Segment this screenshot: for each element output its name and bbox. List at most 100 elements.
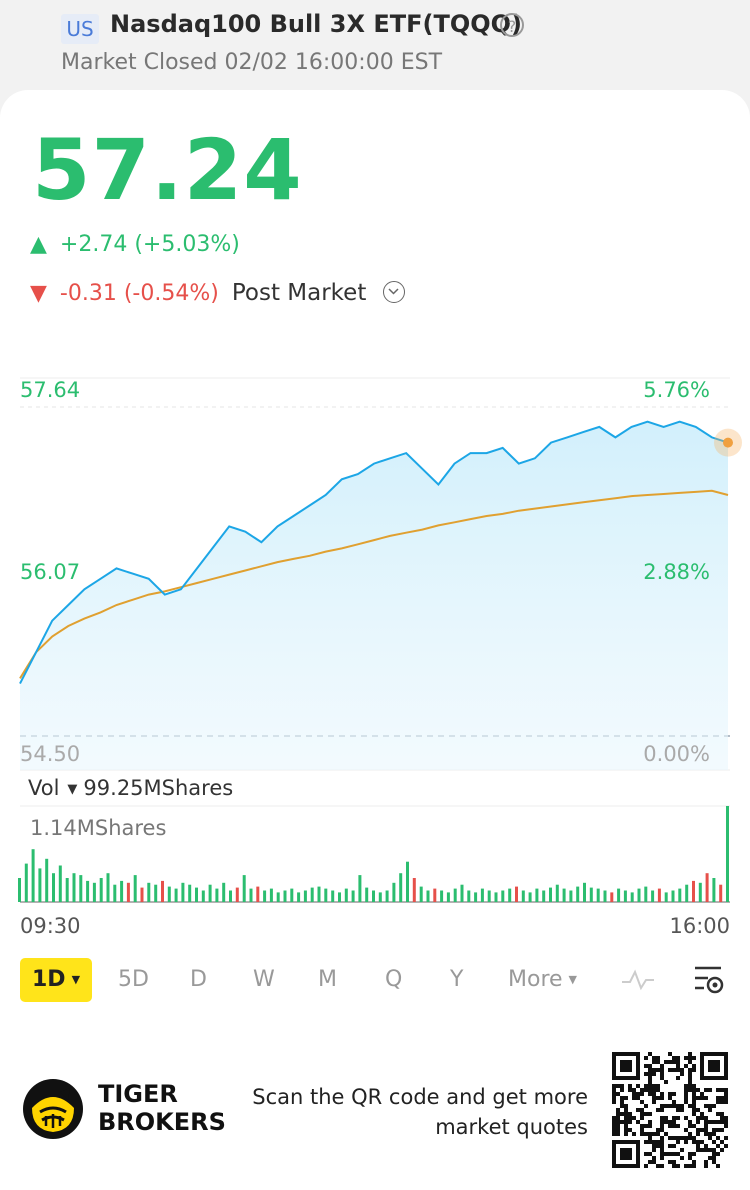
tab-q[interactable]: Q (385, 967, 403, 992)
question-circle-icon[interactable]: ? (500, 13, 524, 37)
qr-module (652, 1092, 656, 1096)
volume-bar (113, 884, 117, 902)
qr-module (680, 1108, 684, 1112)
qr-module (720, 1096, 724, 1100)
qr-module (660, 1068, 664, 1072)
qr-module (632, 1132, 636, 1136)
qr-module (652, 1148, 656, 1152)
volume-bar (351, 890, 355, 902)
qr-module (636, 1120, 640, 1124)
qr-module (612, 1068, 616, 1072)
tab-m[interactable]: M (318, 967, 337, 992)
volume-bar (86, 880, 90, 902)
qr-module (624, 1132, 628, 1136)
qr-module (716, 1088, 720, 1092)
qr-module (712, 1064, 716, 1068)
qr-module (612, 1100, 616, 1104)
qr-module (688, 1072, 692, 1076)
qr-module (616, 1092, 620, 1096)
volume-bar (678, 888, 682, 902)
brand-line-2: BROKERS (98, 1108, 226, 1136)
qr-module (660, 1140, 664, 1144)
qr-module (636, 1096, 640, 1100)
volume-bar (664, 892, 668, 902)
volume-bar (651, 890, 655, 902)
qr-module (672, 1104, 676, 1108)
caret-down-icon: ▼ (568, 973, 578, 986)
volume-bar (419, 886, 423, 902)
qr-module (612, 1052, 616, 1056)
qr-module (616, 1140, 620, 1144)
qr-module (724, 1072, 728, 1076)
qr-module (648, 1088, 652, 1092)
qr-module (620, 1156, 624, 1160)
last-price-marker (723, 437, 733, 448)
volume-selector[interactable]: Vol ▼ 99.25MShares (28, 776, 233, 800)
tab-more[interactable]: More ▼ (508, 967, 578, 992)
qr-module (696, 1144, 700, 1148)
volume-bar (426, 890, 430, 902)
pct-label-high: 5.76% (643, 378, 710, 402)
chart-settings-icon[interactable] (692, 964, 726, 996)
qr-module (624, 1076, 628, 1080)
volume-bar (38, 868, 42, 902)
chevron-down-icon[interactable] (383, 281, 406, 303)
qr-module (708, 1060, 712, 1064)
qr-module (640, 1128, 644, 1132)
qr-module (644, 1112, 648, 1116)
qr-module (620, 1088, 624, 1092)
qr-module (688, 1052, 692, 1056)
qr-module (612, 1120, 616, 1124)
qr-module (612, 1088, 616, 1092)
tab-1d[interactable]: 1D ▼ (20, 958, 93, 1002)
qr-module (676, 1136, 680, 1140)
intraday-price-chart[interactable] (0, 370, 750, 910)
qr-module (680, 1068, 684, 1072)
tab-5d[interactable]: 5D (118, 967, 149, 992)
volume-bar (549, 887, 552, 902)
qr-module (700, 1068, 704, 1072)
qr-module (620, 1076, 624, 1080)
volume-bar (52, 873, 55, 902)
volume-bar (501, 890, 505, 902)
post-market-row[interactable]: ▼ -0.31 (-0.54%) Post Market (30, 280, 406, 306)
up-arrow-icon: ▲ (30, 232, 47, 257)
qr-module (704, 1076, 708, 1080)
qr-module (704, 1144, 708, 1148)
qr-module (660, 1120, 664, 1124)
line-chart-icon[interactable] (620, 968, 656, 992)
qr-module (676, 1068, 680, 1072)
tab-w[interactable]: W (253, 967, 275, 992)
qr-module (716, 1144, 720, 1148)
qr-module (716, 1112, 720, 1116)
tab-d[interactable]: D (190, 967, 207, 992)
qr-module (692, 1164, 696, 1168)
qr-module (620, 1060, 624, 1064)
qr-module (664, 1116, 668, 1120)
qr-module (688, 1088, 692, 1092)
qr-module (632, 1088, 636, 1092)
qr-module (724, 1076, 728, 1080)
qr-module (660, 1128, 664, 1132)
qr-module (688, 1132, 692, 1136)
qr-module (648, 1064, 652, 1068)
qr-module (628, 1116, 632, 1120)
qr-module (676, 1140, 680, 1144)
qr-module (724, 1056, 728, 1060)
qr-module (696, 1132, 700, 1136)
tab-y[interactable]: Y (450, 967, 464, 992)
qr-module (652, 1100, 656, 1104)
volume-bar (188, 884, 192, 902)
qr-module (648, 1136, 652, 1140)
average-price-line (19, 489, 729, 679)
volume-bar (283, 890, 287, 902)
qr-module (692, 1084, 696, 1088)
qr-module (716, 1060, 720, 1064)
qr-module (724, 1060, 728, 1064)
volume-bar (630, 892, 634, 902)
qr-module (708, 1088, 712, 1092)
volume-bar (378, 892, 382, 902)
qr-module (712, 1148, 716, 1152)
qr-module (628, 1076, 632, 1080)
qr-module (656, 1108, 660, 1112)
